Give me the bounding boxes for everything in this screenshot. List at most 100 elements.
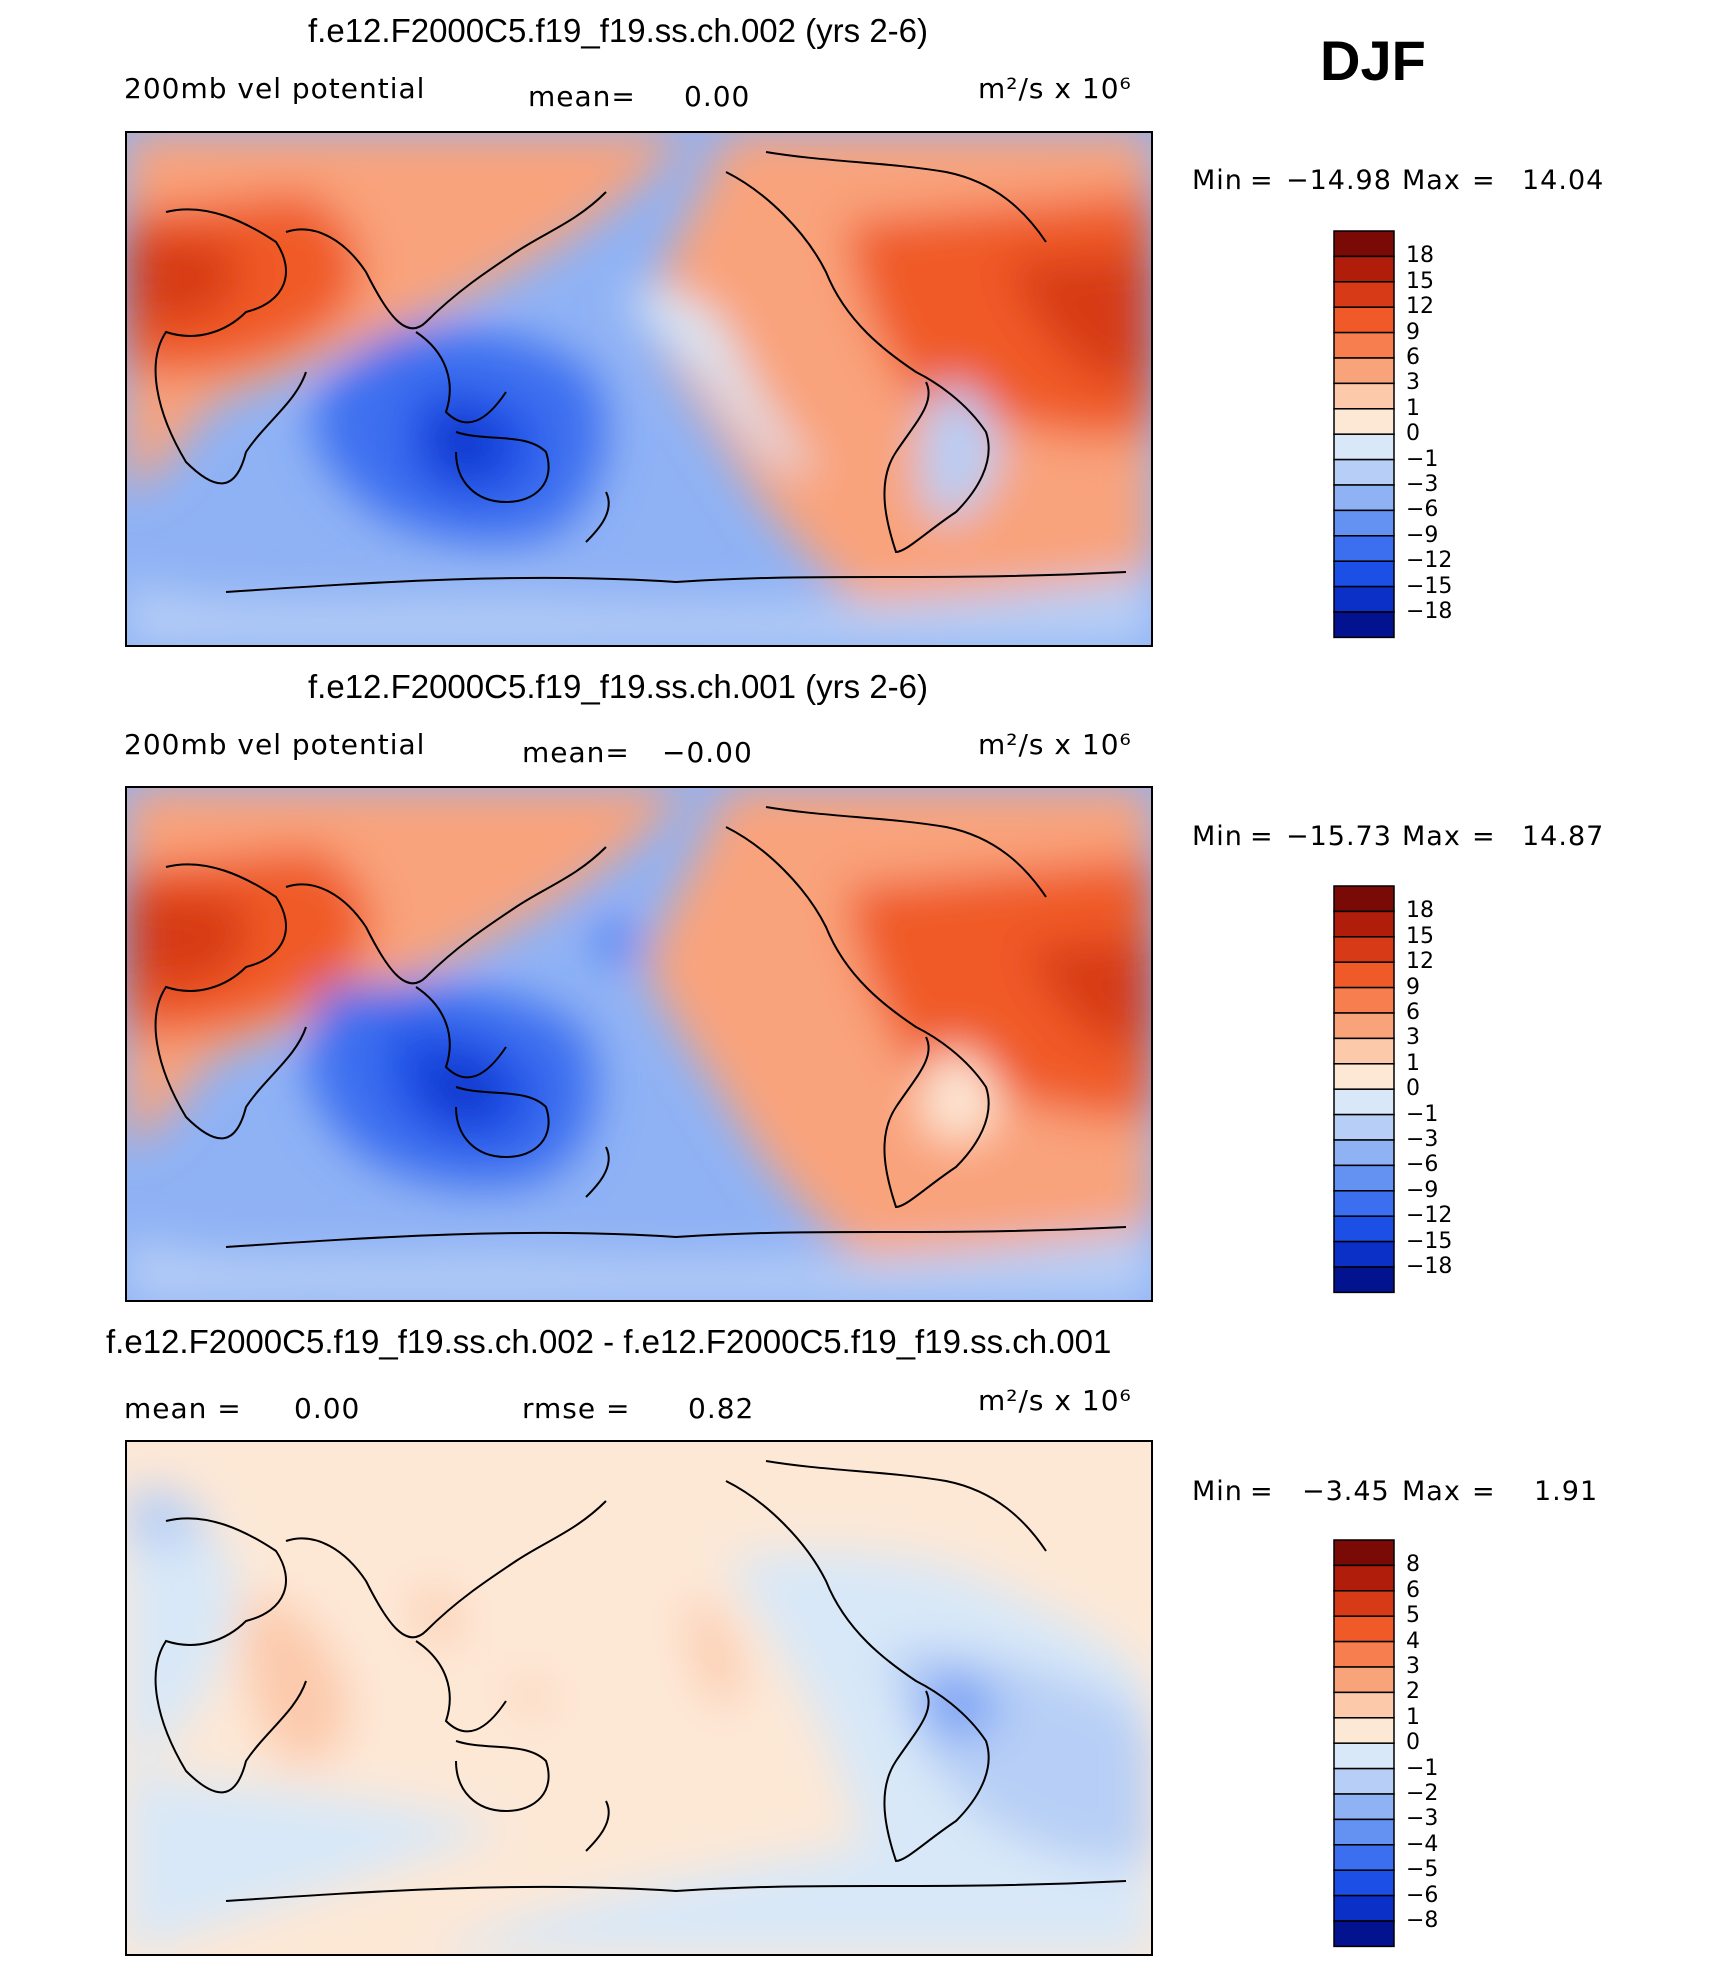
colorbar-tick-label: −3 (1406, 472, 1439, 497)
colorbar-tick-label: 15 (1406, 923, 1434, 949)
colorbar-segment (1333, 910, 1395, 938)
panel-2-units: m²/s x 10⁶ (978, 728, 1132, 761)
panel-1-map (125, 131, 1153, 647)
colorbar-segment (1333, 1240, 1395, 1268)
colorbar-segment (1333, 1164, 1395, 1192)
panel-3-min-value: −3.45 (1302, 1476, 1390, 1507)
panel-2-eq-1: = (1250, 821, 1274, 852)
colorbar-segment (1333, 433, 1395, 461)
colorbar-segment (1333, 1844, 1395, 1871)
colorbar-segment (1333, 1266, 1395, 1294)
panel-3-colorbar (1333, 1539, 1395, 1948)
panel-2-mean-label: mean= (522, 736, 630, 769)
colorbar-segment (1333, 1190, 1395, 1217)
colorbar-tick-label: −3 (1406, 1127, 1439, 1152)
colorbar-segment (1333, 885, 1395, 913)
colorbar-segment (1333, 230, 1395, 258)
panel-1-mean-value: 0.00 (684, 80, 751, 113)
colorbar-segment (1333, 1717, 1395, 1744)
colorbar-segment (1333, 1139, 1395, 1167)
panel-3-eq-2: = (1472, 1476, 1496, 1507)
panel-1-variable-label: 200mb vel potential (124, 72, 426, 105)
colorbar-tick-label: −12 (1406, 1203, 1453, 1229)
panel-3-eq-1: = (1250, 1476, 1274, 1507)
panel-2-mean-value: −0.00 (662, 736, 753, 769)
panel-2-colorbar (1333, 885, 1395, 1294)
panel-1-max-label: Max (1402, 165, 1461, 196)
panel-1-eq-1: = (1250, 165, 1274, 196)
panel-1-title: f.e12.F2000C5.f19_f19.ss.ch.002 (yrs 2-6… (308, 12, 929, 49)
colorbar-segment (1333, 1564, 1395, 1592)
colorbar-tick-label: 18 (1406, 243, 1434, 269)
colorbar-tick-label: 3 (1406, 1025, 1420, 1051)
panel-1-units: m²/s x 10⁶ (978, 72, 1132, 105)
colorbar-tick-label: 1 (1406, 1050, 1420, 1076)
colorbar-tick-label: 6 (1406, 1000, 1420, 1025)
season-label: DJF (1320, 29, 1426, 92)
colorbar-segment (1333, 1640, 1395, 1668)
colorbar-segment (1333, 1063, 1395, 1090)
colorbar-segment (1333, 986, 1395, 1014)
colorbar-tick-label: 9 (1406, 319, 1420, 345)
colorbar-tick-label: 0 (1406, 1730, 1420, 1756)
colorbar-tick-label: 9 (1406, 974, 1420, 1000)
colorbar-segment (1333, 1691, 1395, 1719)
panel-3-max-label: Max (1402, 1476, 1461, 1507)
panel-3-map-frame (125, 1440, 1153, 1956)
colorbar-tick-label: −15 (1406, 573, 1453, 599)
colorbar-tick-label: 18 (1406, 898, 1434, 924)
colorbar-tick-label: −2 (1406, 1781, 1439, 1806)
colorbar-segment (1333, 1666, 1395, 1694)
colorbar-tick-label: 1 (1406, 395, 1420, 421)
colorbar-tick-label: −4 (1406, 1831, 1439, 1857)
panel-3-min-label: Min (1192, 1476, 1243, 1507)
colorbar-segment (1333, 1793, 1395, 1821)
panel-2-max-value: 14.87 (1522, 821, 1605, 852)
panel-3-title: f.e12.F2000C5.f19_f19.ss.ch.002 - f.e12.… (106, 1323, 1112, 1360)
colorbar-segment (1333, 1767, 1395, 1795)
colorbar-tick-label: 2 (1406, 1679, 1420, 1705)
colorbar-tick-label: −6 (1406, 1882, 1439, 1908)
panel-1-max-value: 14.04 (1522, 165, 1605, 196)
colorbar-segment (1333, 408, 1395, 435)
panel-1-mean-label: mean= (528, 80, 636, 113)
colorbar-tick-label: −1 (1406, 1755, 1439, 1781)
colorbar-segment (1333, 1615, 1395, 1643)
colorbar-tick-label: −3 (1406, 1806, 1439, 1832)
colorbar-segment (1333, 255, 1395, 283)
colorbar-tick-label: 15 (1406, 268, 1434, 294)
colorbar-segment (1333, 1920, 1395, 1948)
colorbar-segment (1333, 458, 1395, 486)
panel-3-mean-label: mean = (124, 1392, 242, 1425)
colorbar-segment (1333, 357, 1395, 385)
colorbar-tick-label: 3 (1406, 370, 1420, 396)
colorbar-tick-label: 12 (1406, 294, 1434, 320)
colorbar-segment (1333, 306, 1395, 334)
panel-2-eq-2: = (1472, 821, 1496, 852)
colorbar-tick-label: −1 (1406, 1101, 1439, 1127)
panel-2-title: f.e12.F2000C5.f19_f19.ss.ch.001 (yrs 2-6… (308, 668, 929, 705)
panel-3-map (125, 1440, 1153, 1956)
colorbar-tick-label: 6 (1406, 345, 1420, 370)
panel-1-map-frame (125, 131, 1153, 647)
colorbar-tick-label: −9 (1406, 522, 1439, 548)
colorbar-segment (1333, 936, 1395, 963)
colorbar-tick-label: −12 (1406, 548, 1453, 574)
panel-3-max-value: 1.91 (1534, 1476, 1599, 1507)
colorbar-tick-label: −6 (1406, 497, 1439, 523)
colorbar-tick-label: −18 (1406, 599, 1453, 624)
colorbar-segment (1333, 585, 1395, 613)
colorbar-segment (1333, 1012, 1395, 1040)
colorbar-segment (1333, 382, 1395, 410)
colorbar-tick-label: 0 (1406, 1076, 1420, 1102)
colorbar-segment (1333, 1037, 1395, 1065)
colorbar-segment (1333, 1869, 1395, 1897)
panel-2-min-value: −15.73 (1286, 821, 1392, 852)
colorbar-segment (1333, 535, 1395, 562)
colorbar-segment (1333, 1590, 1395, 1617)
colorbar-segment (1333, 611, 1395, 639)
colorbar-tick-label: −1 (1406, 446, 1439, 472)
colorbar-tick-label: −15 (1406, 1228, 1453, 1254)
colorbar-tick-label: −18 (1406, 1254, 1453, 1279)
